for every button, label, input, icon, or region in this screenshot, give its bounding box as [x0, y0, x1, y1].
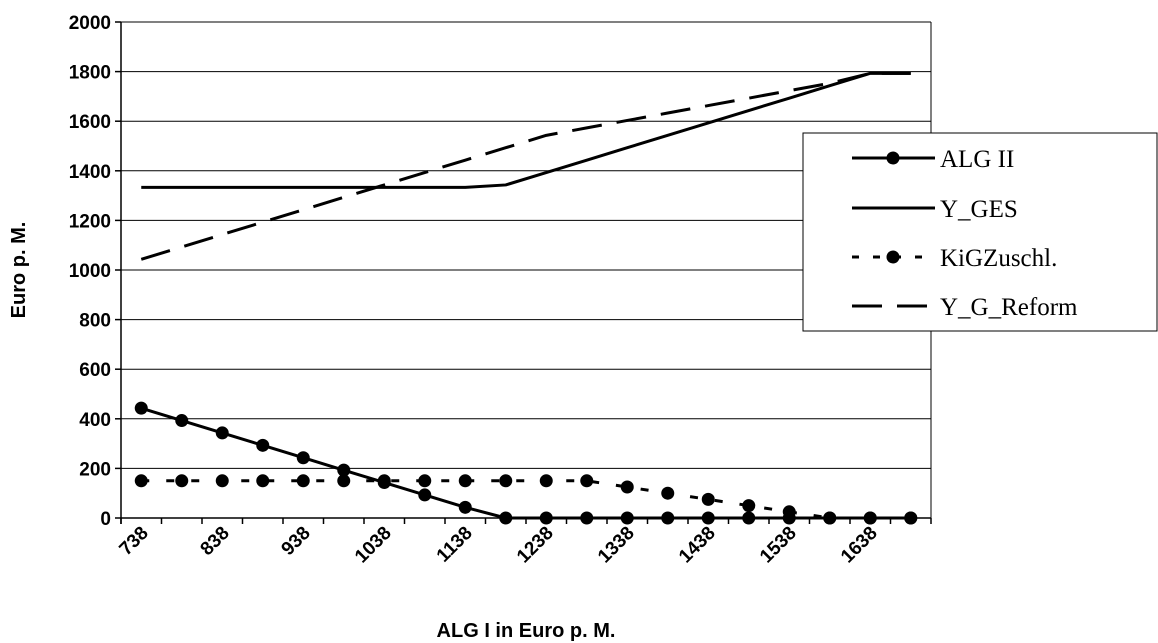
legend-item-kigzuschl-: KiGZuschl.	[852, 245, 1057, 272]
data-point	[337, 474, 351, 488]
x-tick-label-1038: 1038	[351, 523, 396, 568]
x-tick-label-1638: 1638	[837, 523, 882, 568]
data-point	[134, 401, 148, 415]
data-point	[215, 474, 229, 488]
data-point	[539, 511, 553, 525]
y-tick-label-1800: 1800	[69, 63, 111, 84]
data-point	[175, 414, 189, 428]
series-line	[140, 406, 911, 520]
x-tick-label-838: 838	[197, 523, 234, 560]
data-point	[499, 474, 513, 488]
series-line	[140, 71, 911, 261]
legend-item-y-ges: Y_GES	[852, 196, 1018, 223]
data-point	[377, 476, 391, 490]
x-axis-title: ALG I in Euro p. M.	[437, 620, 616, 642]
data-point	[904, 511, 918, 525]
y-tick-label-0: 0	[100, 509, 111, 530]
data-point	[458, 474, 472, 488]
legend-swatch-marker	[886, 151, 900, 165]
data-point	[661, 486, 675, 500]
y-tick-label-1200: 1200	[69, 211, 111, 232]
data-point	[782, 511, 796, 525]
data-point	[134, 474, 148, 488]
data-point	[742, 511, 756, 525]
legend-box	[802, 132, 1158, 332]
y-tick-label-1400: 1400	[69, 162, 111, 183]
data-point	[418, 488, 432, 502]
y-tick-label-1000: 1000	[69, 261, 111, 282]
data-point	[175, 474, 189, 488]
y-tick-label-800: 800	[79, 311, 111, 332]
data-point	[458, 500, 472, 514]
y-tick-label-1600: 1600	[69, 112, 111, 133]
legend-item-y-g-reform: Y_G_Reform	[852, 294, 1078, 321]
data-point	[701, 511, 715, 525]
series-line	[141, 479, 911, 520]
x-tick-label-1238: 1238	[513, 523, 558, 568]
legend-item-alg-ii: ALG II	[852, 146, 1014, 173]
data-point	[418, 474, 432, 488]
y-tick-label-600: 600	[79, 360, 111, 381]
data-point	[256, 438, 270, 452]
data-point	[620, 511, 634, 525]
y-tick-label-2000: 2000	[69, 13, 111, 34]
data-point	[823, 511, 837, 525]
series-group	[134, 71, 918, 525]
x-tick-label-1438: 1438	[675, 523, 720, 568]
series-line	[141, 71, 911, 189]
data-point	[337, 463, 351, 477]
data-point	[580, 474, 594, 488]
legend-label: KiGZuschl.	[940, 245, 1057, 272]
data-point	[620, 480, 634, 494]
x-tick-label-1338: 1338	[594, 523, 639, 568]
legend-label: ALG II	[940, 146, 1014, 173]
data-point	[256, 474, 270, 488]
gridlines	[121, 21, 931, 469]
data-point	[661, 511, 675, 525]
data-point	[701, 492, 715, 506]
data-point	[499, 511, 513, 525]
legend: ALG II Y_GES KiGZuschl. Y_G_Reform	[802, 132, 1158, 332]
data-point	[296, 474, 310, 488]
data-point	[296, 451, 310, 465]
legend-label: Y_GES	[940, 196, 1018, 223]
y-axis-tick-labels: 0 200 400 600 800 1000 1200 1400 1600 1800 2000	[69, 13, 111, 530]
x-tick-label-1138: 1138	[433, 523, 477, 567]
x-axis-tick-labels: 738 838 938 1038 1138 1238 1338 1438 1538 1638	[116, 523, 882, 568]
x-tick-label-738: 738	[116, 523, 153, 560]
series-y-ges	[141, 71, 911, 189]
x-tick-label-938: 938	[278, 523, 315, 560]
legend-swatch-marker	[886, 250, 900, 264]
y-tick-label-400: 400	[79, 410, 111, 431]
data-point	[580, 511, 594, 525]
y-tick-label-200: 200	[79, 459, 111, 480]
data-point	[742, 499, 756, 513]
series-y-g-reform	[140, 71, 911, 261]
y-axis-title: Euro p. M.	[8, 222, 30, 319]
data-point	[539, 474, 553, 488]
x-tick-label-1538: 1538	[756, 523, 801, 568]
data-point	[215, 426, 229, 440]
data-point	[863, 511, 877, 525]
series-alg-ii	[134, 401, 918, 525]
legend-label: Y_G_Reform	[940, 294, 1078, 321]
